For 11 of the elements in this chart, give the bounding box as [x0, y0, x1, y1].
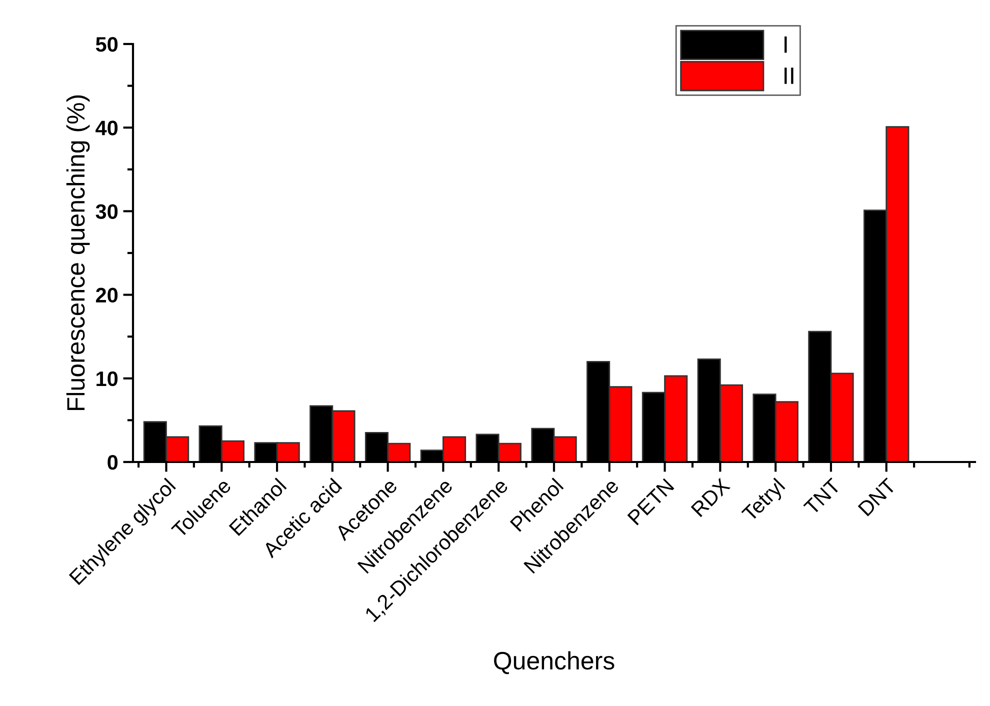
y-tick-label: 0 — [108, 455, 118, 470]
y-tick-label: 10 — [96, 371, 118, 386]
legend-label: I — [784, 36, 787, 53]
x-tick-label: TNT — [803, 477, 842, 516]
y-tick-label: 20 — [96, 288, 118, 303]
y-axis-title: Fluorescence quenching (%) — [66, 95, 90, 410]
y-tick-label: 50 — [96, 37, 118, 52]
y-tick-label: 30 — [96, 204, 118, 219]
legend-label: II — [784, 68, 794, 84]
y-tick-label: 40 — [96, 120, 118, 136]
x-axis-title: Quenchers — [494, 651, 614, 674]
